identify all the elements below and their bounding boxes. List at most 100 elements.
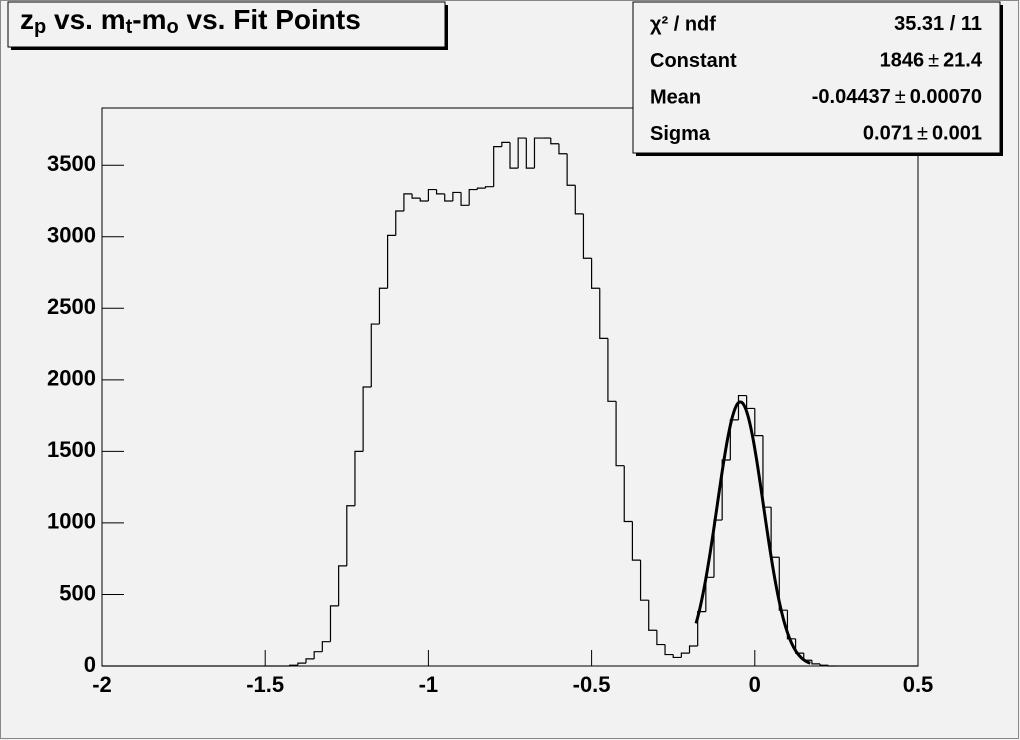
title-text: z xyxy=(20,4,34,35)
histogram-bin xyxy=(737,394,747,420)
x-tick-label: 0 xyxy=(749,672,761,697)
histogram-bin xyxy=(574,185,584,215)
histogram-bin xyxy=(631,521,641,561)
y-tick-label: 1000 xyxy=(47,509,96,534)
title-box xyxy=(7,1,446,48)
histogram-bin xyxy=(346,505,355,566)
histogram-bin xyxy=(468,188,478,206)
chart-title: zp vs. mt-mo vs. Fit Points xyxy=(20,4,361,38)
histogram-bin xyxy=(819,663,829,666)
histogram-bin xyxy=(786,610,796,640)
histogram-bin xyxy=(411,193,421,199)
histogram-bin xyxy=(672,654,682,659)
x-tick-label: -2 xyxy=(92,672,112,697)
histogram-bin xyxy=(656,630,666,646)
histogram-bin xyxy=(778,557,788,611)
histogram-bin xyxy=(754,408,763,437)
x-tick-label: -1 xyxy=(419,672,439,697)
histogram-bin xyxy=(827,665,837,667)
fit-curve xyxy=(694,400,811,665)
x-tick-label: 0.5 xyxy=(903,672,934,697)
x-tick-label: -1.5 xyxy=(246,672,284,697)
stat-name: χ² / ndf xyxy=(650,13,716,35)
histogram-bin xyxy=(338,565,347,606)
stat-value-number: 35.31 / 11 xyxy=(894,13,982,35)
stat-value-number: 0.071 xyxy=(863,123,913,145)
histogram-bin xyxy=(419,198,429,202)
stat-value: 0.071 ±0.001 xyxy=(863,123,982,145)
histogram-bin xyxy=(305,658,315,664)
title-text: vs. m xyxy=(46,4,125,35)
histogram-bin xyxy=(313,651,323,659)
histogram-bin xyxy=(680,652,690,658)
histogram-bin xyxy=(484,186,494,189)
y-tick-label: 500 xyxy=(59,580,96,605)
stat-error: 0.001 xyxy=(932,123,982,145)
stat-pm: ± xyxy=(928,50,939,72)
stat-name: Mean xyxy=(650,86,701,108)
stat-value: 35.31 / 11 xyxy=(894,13,982,35)
histogram-bin xyxy=(811,660,821,665)
histogram-bin xyxy=(460,192,470,206)
histogram-bin xyxy=(435,189,445,195)
y-tick-label: 2000 xyxy=(47,366,96,391)
title-text: -m xyxy=(132,4,166,35)
histogram-bin xyxy=(297,662,306,666)
stat-error: 0.00070 xyxy=(910,86,982,108)
y-tick-label: 1500 xyxy=(47,437,96,462)
histogram-bin xyxy=(639,560,649,601)
histogram-bin xyxy=(509,142,519,169)
y-tick-label: 0 xyxy=(84,652,96,677)
histogram-bin xyxy=(395,210,404,236)
histogram-bin xyxy=(387,234,396,289)
histogram-bin xyxy=(558,143,568,155)
histogram-bin xyxy=(525,138,535,169)
histogram-bin xyxy=(533,137,543,169)
histogram-bin xyxy=(664,644,674,656)
histogram-bin xyxy=(721,459,731,521)
y-tick-label: 3000 xyxy=(47,223,96,248)
histogram-bin xyxy=(378,287,388,325)
title-subscript: p xyxy=(34,16,46,38)
histogram-bin xyxy=(582,213,592,259)
histogram-bin xyxy=(289,664,298,666)
histogram-bin xyxy=(501,141,510,147)
y-tick-label: 3500 xyxy=(47,151,96,176)
histogram-bin xyxy=(688,645,698,654)
histogram-bin xyxy=(427,188,437,201)
histogram-bin xyxy=(321,641,331,652)
title-text: vs. Fit Points xyxy=(179,4,361,35)
histogram-bin xyxy=(370,323,380,387)
stat-value: -0.04437 ±0.00070 xyxy=(812,86,982,108)
stat-name: Constant xyxy=(650,50,737,72)
title-subscript: t xyxy=(126,16,133,38)
histogram-bin xyxy=(403,193,413,212)
histogram-bin xyxy=(362,386,372,452)
y-tick-label: 2500 xyxy=(47,294,96,319)
stat-value: 1846 ±21.4 xyxy=(880,50,983,72)
histogram-bin xyxy=(517,137,527,169)
stat-pm: ± xyxy=(895,86,906,108)
histogram-bin xyxy=(591,258,600,289)
frame xyxy=(101,107,919,667)
stat-value-number: -0.04437 xyxy=(812,86,891,108)
histogram-bin xyxy=(599,288,608,339)
histogram-bin xyxy=(444,193,453,202)
histogram-bin xyxy=(550,138,559,145)
histogram-bin xyxy=(452,191,462,201)
histogram-bin xyxy=(566,153,576,186)
histogram-bin xyxy=(607,338,617,402)
title-subscript: o xyxy=(167,16,179,38)
histogram-bin xyxy=(476,187,486,190)
histogram-bin xyxy=(615,401,625,467)
histogram-bin xyxy=(623,465,633,523)
stat-pm: ± xyxy=(917,123,928,145)
x-tick-label: -0.5 xyxy=(573,672,611,697)
stat-error: 21.4 xyxy=(943,50,983,72)
histogram-bin xyxy=(329,605,339,642)
histogram-bin xyxy=(493,146,502,187)
histogram-bin xyxy=(648,600,657,631)
stat-value-number: 1846 xyxy=(880,50,925,72)
stat-name: Sigma xyxy=(650,123,711,145)
